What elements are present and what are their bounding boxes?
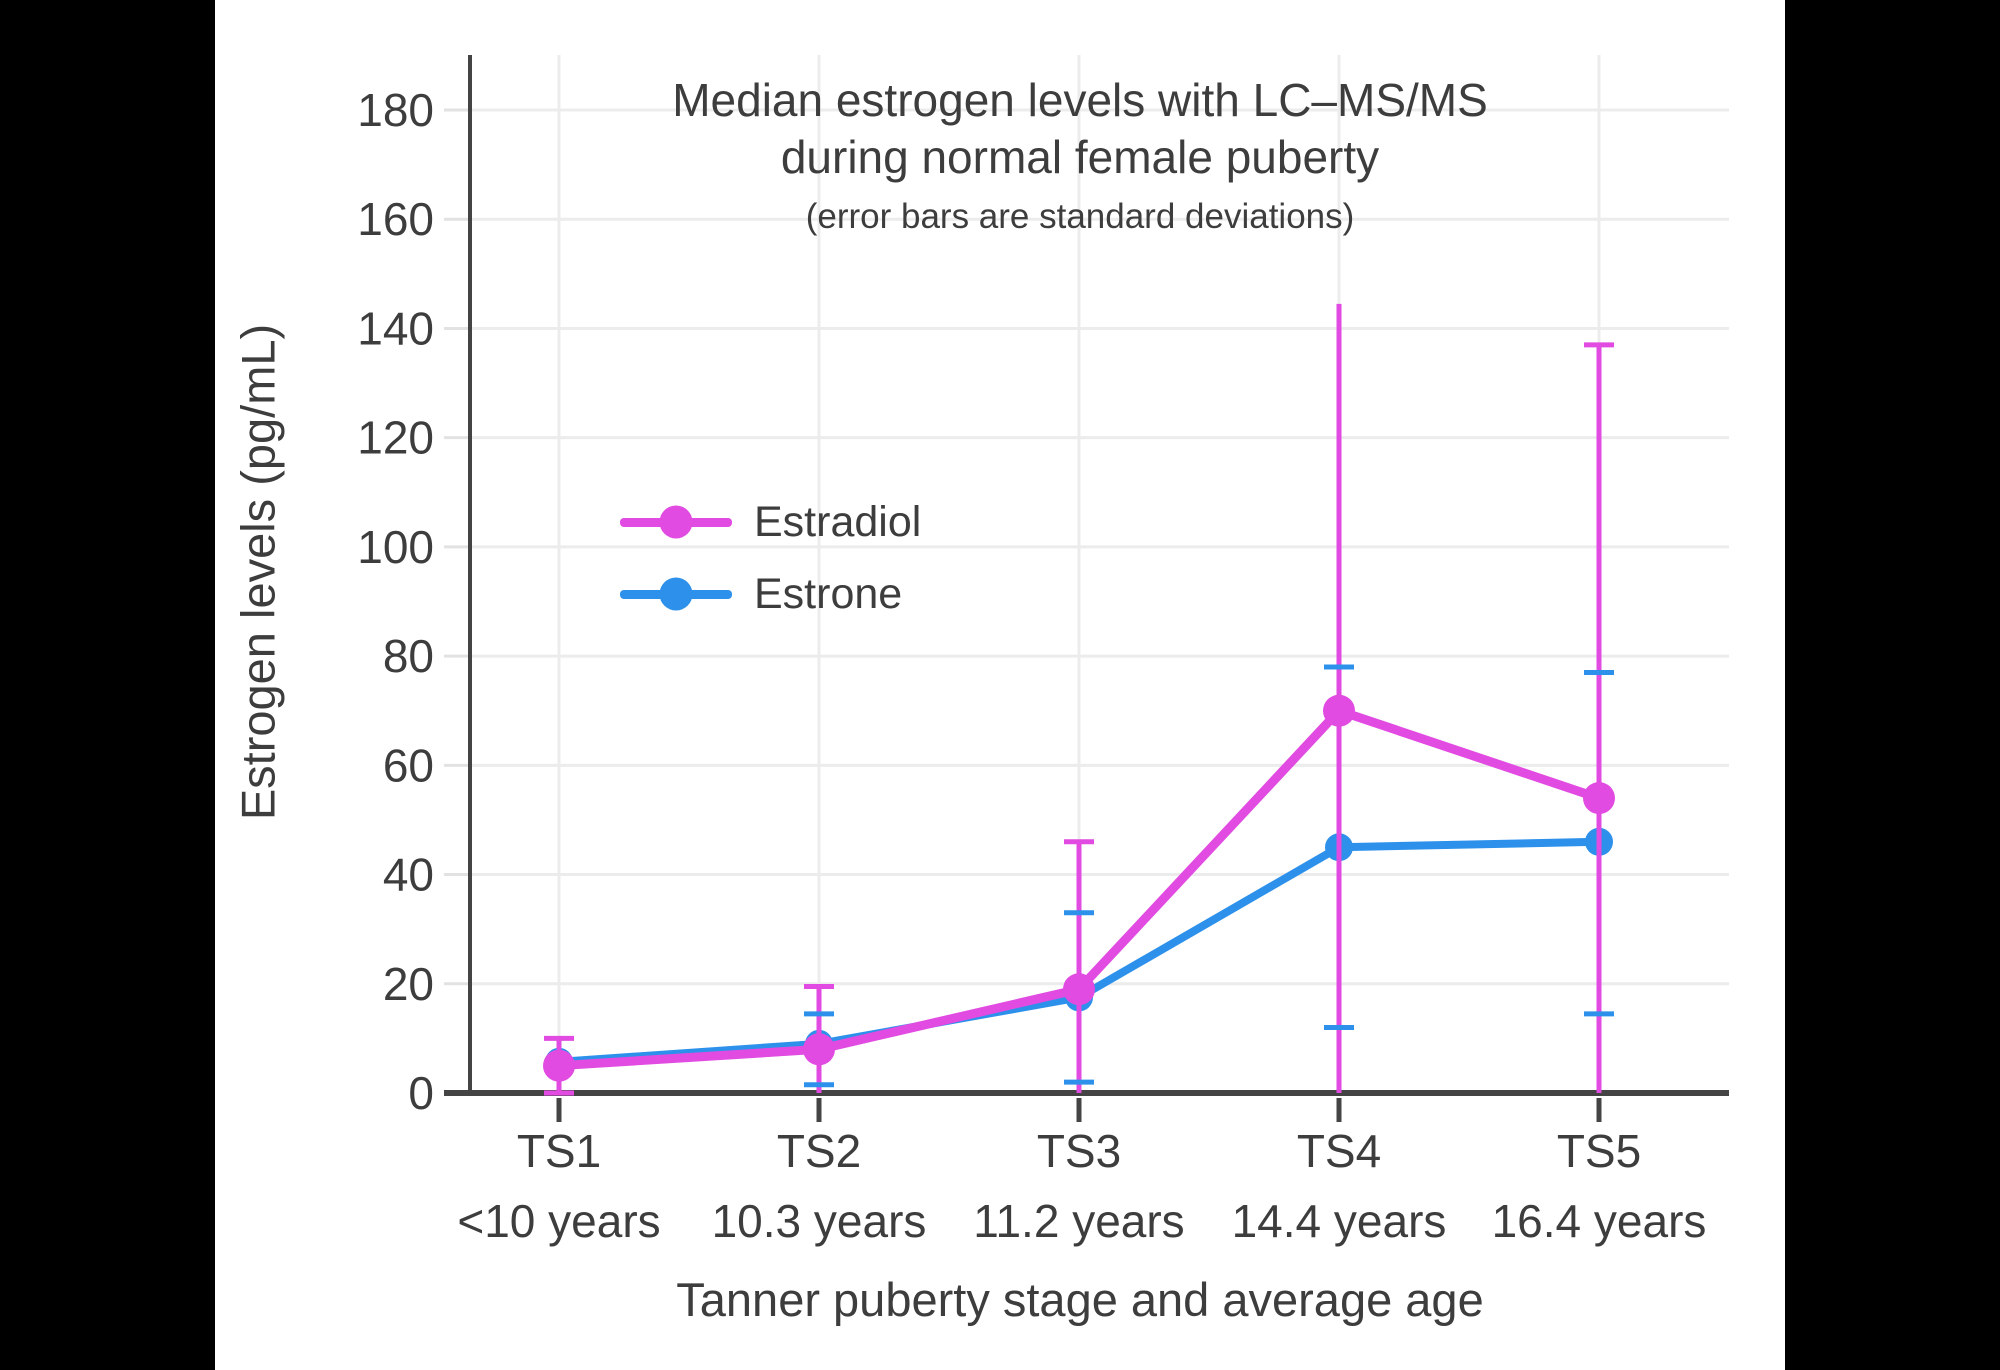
estradiol-marker-ts5[interactable] <box>1583 782 1615 815</box>
x-tick-label-ts2: TS2 <box>777 1125 861 1177</box>
estradiol-marker-ts4[interactable] <box>1323 694 1355 727</box>
chart-title-block: Median estrogen levels with LC–MS/MS dur… <box>672 72 1488 238</box>
x-age-label-ts3: 11.2 years <box>973 1195 1184 1247</box>
chart-subtitle: (error bars are standard deviations) <box>805 197 1355 236</box>
estradiol-marker-icon <box>659 505 693 539</box>
legend-label-estrone: Estrone <box>754 569 903 618</box>
y-tick-label-160: 160 <box>357 193 434 245</box>
estrone-marker-icon <box>659 577 693 611</box>
y-tick-label-40: 40 <box>383 849 434 901</box>
estradiol-marker-ts2[interactable] <box>803 1033 835 1066</box>
estradiol-marker-ts1[interactable] <box>543 1049 575 1082</box>
y-tick-label-80: 80 <box>383 630 434 682</box>
x-age-label-ts4: 14.4 years <box>1232 1195 1447 1247</box>
y-tick-label-20: 20 <box>383 958 434 1010</box>
estradiol-line-swatch <box>620 505 732 539</box>
estrone-line-swatch <box>620 577 732 611</box>
legend-item-estrone[interactable]: Estrone <box>620 558 921 630</box>
y-tick-label-100: 100 <box>357 521 434 573</box>
y-tick-label-140: 140 <box>357 302 434 354</box>
x-age-label-ts5: 16.4 years <box>1492 1195 1707 1247</box>
y-tick-label-60: 60 <box>383 739 434 791</box>
estradiol-marker-ts3[interactable] <box>1063 973 1095 1006</box>
x-tick-label-ts1: TS1 <box>517 1125 601 1177</box>
x-axis-title: Tanner puberty stage and average age <box>676 1273 1484 1326</box>
y-tick-label-120: 120 <box>357 412 434 464</box>
legend: Estradiol Estrone <box>620 486 921 630</box>
x-tick-label-ts3: TS3 <box>1037 1125 1121 1177</box>
y-axis-title: Estrogen levels (pg/mL) <box>231 323 285 821</box>
x-age-label-ts1: <10 years <box>457 1195 660 1247</box>
chart-title-line2: during normal female puberty <box>780 131 1380 183</box>
legend-label-estradiol: Estradiol <box>754 497 922 546</box>
chart-title-line1: Median estrogen levels with LC–MS/MS <box>672 74 1488 126</box>
x-tick-label-ts4: TS4 <box>1297 1125 1381 1177</box>
y-tick-label-0: 0 <box>408 1067 434 1119</box>
x-age-label-ts2: 10.3 years <box>712 1195 927 1247</box>
legend-item-estradiol[interactable]: Estradiol <box>620 486 921 558</box>
y-tick-label-180: 180 <box>357 84 434 136</box>
x-tick-label-ts5: TS5 <box>1557 1125 1641 1177</box>
figure-background <box>215 0 1785 1370</box>
